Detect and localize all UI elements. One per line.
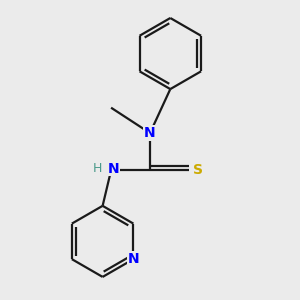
Text: S: S xyxy=(194,163,203,177)
Text: H: H xyxy=(93,162,102,175)
Text: N: N xyxy=(128,252,139,266)
Text: N: N xyxy=(108,162,120,176)
Text: N: N xyxy=(144,126,156,140)
